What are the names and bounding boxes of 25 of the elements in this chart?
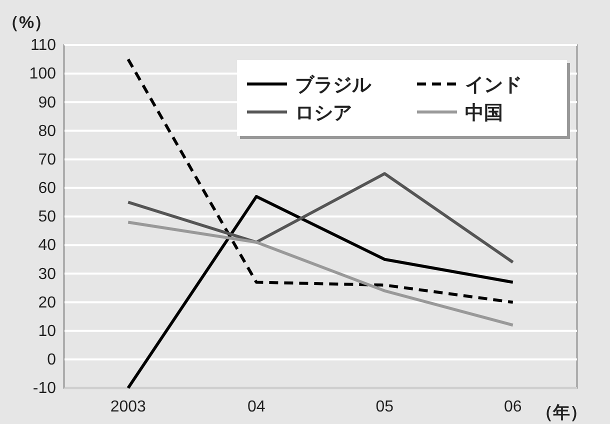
y-tick-label: 80 bbox=[38, 122, 56, 140]
legend-label: 中国 bbox=[465, 102, 503, 124]
line-series bbox=[126, 220, 514, 327]
y-tick-label: 90 bbox=[38, 94, 56, 112]
x-axis-title: （年） bbox=[536, 403, 587, 422]
x-tick-label: 05 bbox=[376, 398, 394, 416]
y-tick-label: 0 bbox=[47, 352, 56, 369]
y-tick-label: -10 bbox=[32, 380, 56, 398]
legend-label: ブラジル bbox=[295, 74, 372, 96]
line-series bbox=[126, 172, 514, 264]
y-axis-title: （%） bbox=[2, 13, 52, 32]
y-tick-label: 10 bbox=[38, 322, 56, 340]
y-tick-label: 40 bbox=[38, 237, 56, 254]
y-tick-label: 70 bbox=[38, 151, 56, 168]
x-tick-label: 2003 bbox=[110, 398, 146, 416]
x-tick-label: 06 bbox=[504, 398, 522, 416]
y-tick-label: 50 bbox=[38, 208, 56, 226]
y-tick-label: 100 bbox=[29, 66, 56, 83]
y-tick-label: 110 bbox=[30, 37, 56, 54]
y-tick-label: 20 bbox=[38, 294, 56, 312]
y-tick-label: 60 bbox=[38, 180, 56, 198]
x-tick-label: 04 bbox=[247, 398, 266, 416]
y-tick-label: 30 bbox=[38, 266, 56, 283]
legend-label: インド bbox=[465, 75, 522, 96]
legend-label: ロシア bbox=[295, 103, 352, 124]
